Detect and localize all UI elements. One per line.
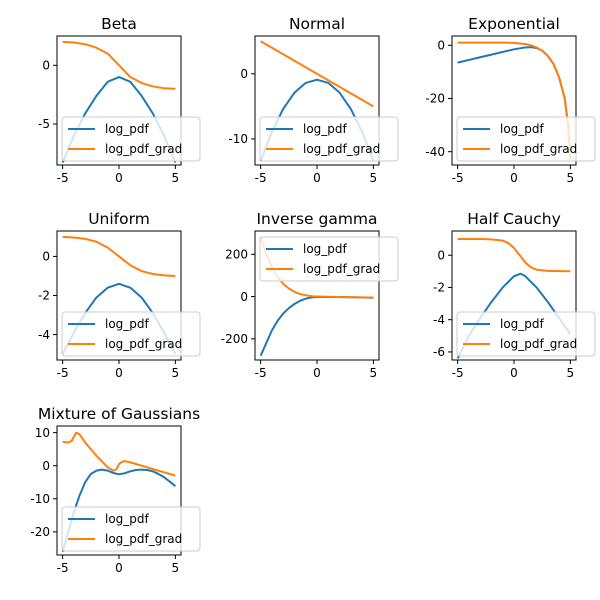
legend-label: log_pdf xyxy=(105,512,150,526)
subplot-title: Beta xyxy=(101,15,137,33)
legend-box xyxy=(61,506,201,552)
x-tick-label: -5 xyxy=(57,561,69,575)
x-tick-label: -5 xyxy=(452,171,464,185)
subplot-title: Mixture of Gaussians xyxy=(38,405,200,423)
legend-label: log_pdf xyxy=(500,317,545,331)
subplot-title: Inverse gamma xyxy=(256,210,377,228)
subplot-5: -5 0 5 -200 0 200 Inverse gamma log_pdf log_pdf_… xyxy=(221,210,399,380)
y-tick-label: -6 xyxy=(433,345,445,359)
y-tick-label: -5 xyxy=(38,117,50,131)
plot-area xyxy=(61,431,176,552)
x-tick-label: -5 xyxy=(57,366,69,380)
legend-box xyxy=(259,236,399,282)
legend-label: log_pdf_grad xyxy=(303,142,380,156)
subplot-4: -5 0 5 -4 -2 0 Uniform log_pdf log_pdf_grad xyxy=(38,210,201,380)
plot-area xyxy=(457,41,572,160)
x-tick-label: 0 xyxy=(115,366,123,380)
x-tick-label: 5 xyxy=(370,171,378,185)
x-tick-label: 5 xyxy=(172,171,180,185)
legend-label: log_pdf xyxy=(303,242,348,256)
subplot-title: Uniform xyxy=(88,210,150,228)
y-tick-label: 0 xyxy=(42,59,50,73)
x-tick-label: -5 xyxy=(57,171,69,185)
y-tick-label: -10 xyxy=(228,132,248,146)
y-tick-label: 10 xyxy=(35,426,50,440)
x-tick-label: -5 xyxy=(255,366,267,380)
y-tick-label: 0 xyxy=(240,67,248,81)
y-tick-label: -40 xyxy=(425,145,445,159)
legend-box xyxy=(259,116,399,162)
y-tick-label: -20 xyxy=(425,92,445,106)
series-line-log-pdf-grad xyxy=(62,235,176,277)
x-tick-label: 0 xyxy=(313,366,321,380)
y-tick-label: -2 xyxy=(38,289,50,303)
series-line-log-pdf-grad xyxy=(62,40,176,90)
y-tick-label: -200 xyxy=(221,332,248,346)
subplot-6: -5 0 5 -6 -4 -2 0 Half Cauchy log_pdf log_pdf_gra… xyxy=(433,210,596,380)
subplot-title: Normal xyxy=(289,15,345,33)
x-tick-label: 0 xyxy=(313,171,321,185)
legend: log_pdf log_pdf_grad xyxy=(456,116,596,162)
y-tick-label: -4 xyxy=(433,313,445,327)
y-tick-label: 0 xyxy=(42,459,50,473)
legend: log_pdf log_pdf_grad xyxy=(259,236,399,282)
y-tick-label: 200 xyxy=(225,247,248,261)
legend-label: log_pdf_grad xyxy=(105,142,182,156)
y-tick-label: 0 xyxy=(437,39,445,53)
legend-label: log_pdf_grad xyxy=(303,262,380,276)
x-tick-label: 0 xyxy=(115,171,123,185)
x-tick-label: 5 xyxy=(172,366,180,380)
x-tick-label: 5 xyxy=(567,366,575,380)
y-tick-label: 0 xyxy=(42,250,50,264)
legend-label: log_pdf_grad xyxy=(500,142,577,156)
subplot-7: -5 0 5 -20 -10 0 10 Mixture of Gaussians log_pdf… xyxy=(30,405,201,575)
y-tick-label: 0 xyxy=(240,290,248,304)
legend-label: log_pdf xyxy=(105,122,150,136)
y-tick-label: -2 xyxy=(433,281,445,295)
x-tick-label: 5 xyxy=(567,171,575,185)
legend: log_pdf log_pdf_grad xyxy=(61,506,201,552)
subplot-2: -5 0 5 -10 0 Normal log_pdf log_pdf_grad xyxy=(228,15,399,185)
x-tick-label: 5 xyxy=(172,561,180,575)
x-tick-label: 5 xyxy=(370,366,378,380)
series-line-log-pdf-grad xyxy=(457,41,572,160)
y-tick-label: -4 xyxy=(38,328,50,342)
legend: log_pdf log_pdf_grad xyxy=(456,311,596,357)
legend-label: log_pdf xyxy=(105,317,150,331)
legend-label: log_pdf_grad xyxy=(500,337,577,351)
y-tick-label: -20 xyxy=(30,525,50,539)
legend-box xyxy=(456,311,596,357)
x-tick-label: 0 xyxy=(115,561,123,575)
legend-label: log_pdf xyxy=(500,122,545,136)
legend-label: log_pdf xyxy=(303,122,348,136)
legend: log_pdf log_pdf_grad xyxy=(61,311,201,357)
x-tick-label: -5 xyxy=(255,171,267,185)
legend-label: log_pdf_grad xyxy=(105,337,182,351)
subplot-title: Half Cauchy xyxy=(467,210,561,228)
series-line-log-pdf-grad xyxy=(260,40,374,108)
legend: log_pdf log_pdf_grad xyxy=(61,116,201,162)
x-tick-label: -5 xyxy=(452,366,464,380)
subplot-1: -5 0 5 -5 0 Beta log_pdf log_pdf_grad xyxy=(38,15,201,185)
y-tick-label: -10 xyxy=(30,492,50,506)
y-tick-label: 0 xyxy=(437,248,445,262)
legend-box xyxy=(61,116,201,162)
x-tick-label: 0 xyxy=(510,366,518,380)
x-tick-label: 0 xyxy=(510,171,518,185)
legend-box xyxy=(456,116,596,162)
series-line-log-pdf-grad xyxy=(457,238,571,273)
legend-box xyxy=(61,311,201,357)
legend-label: log_pdf_grad xyxy=(105,532,182,546)
subplot-title: Exponential xyxy=(468,15,560,33)
legend: log_pdf log_pdf_grad xyxy=(259,116,399,162)
series-line-log-pdf-grad xyxy=(62,431,176,477)
series-line-log-pdf xyxy=(61,468,176,552)
series-line-log-pdf xyxy=(259,295,374,357)
subplot-3: -5 0 5 -40 -20 0 Exponential log_pdf log_pdf_gra… xyxy=(425,15,596,185)
